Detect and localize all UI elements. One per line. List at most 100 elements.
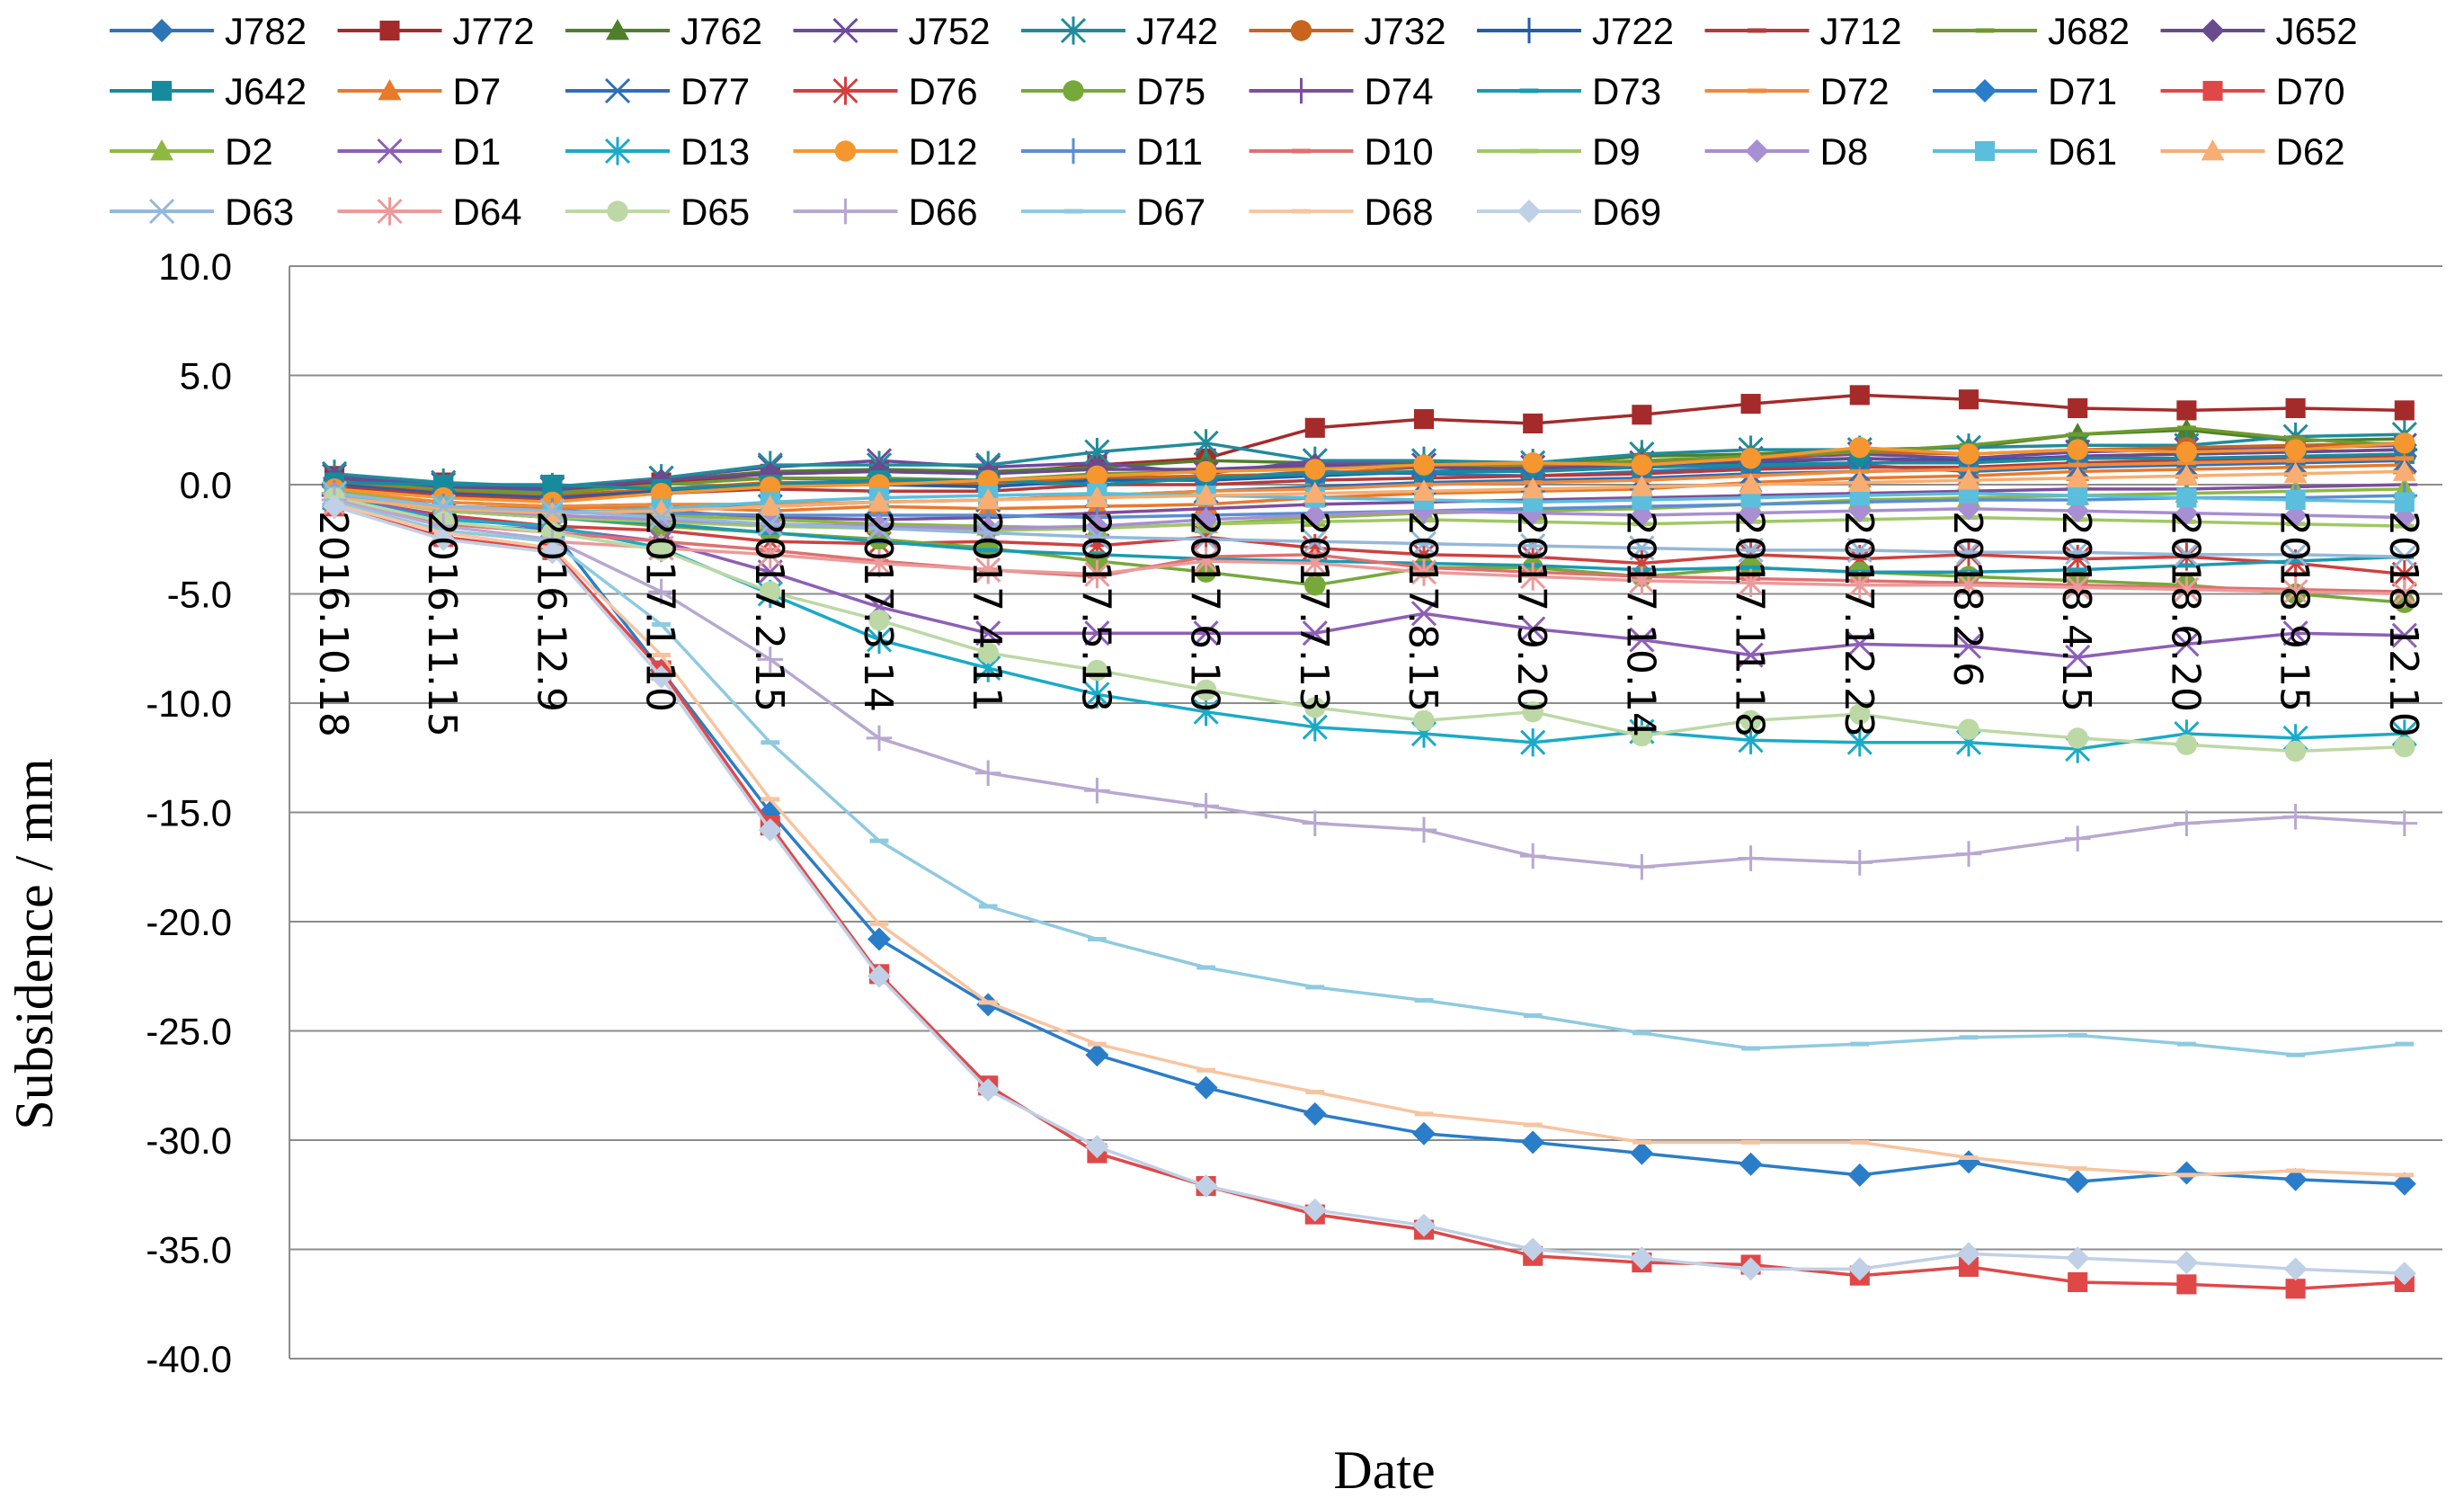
legend-item-j642[interactable]: J642 — [110, 70, 307, 112]
legend-item-d70[interactable]: D70 — [2160, 70, 2345, 112]
legend-label: J772 — [453, 10, 535, 52]
legend-marker — [606, 19, 629, 40]
data-point-j772 — [1413, 409, 1435, 430]
data-point-j772 — [2068, 397, 2088, 418]
legend-item-d13[interactable]: D13 — [565, 130, 750, 173]
data-point-d69 — [867, 964, 891, 988]
legend-marker — [1290, 20, 1312, 41]
legend-item-d61[interactable]: D61 — [1933, 130, 2117, 173]
data-point-d65 — [1522, 701, 1543, 723]
legend-item-d73[interactable]: D73 — [1477, 70, 1661, 112]
data-point-d66 — [1629, 853, 1655, 880]
data-point-d12 — [2284, 439, 2307, 460]
data-point-d63 — [866, 515, 893, 541]
data-point-d13 — [1846, 728, 1872, 757]
legend-item-d62[interactable]: D62 — [2160, 130, 2345, 173]
legend-label: J652 — [2276, 10, 2358, 52]
legend-item-d9[interactable]: D9 — [1477, 130, 1641, 173]
data-point-d70 — [2068, 1271, 2088, 1292]
data-point-d1 — [1193, 620, 1219, 646]
series-d1 — [321, 483, 2417, 671]
data-point-d69 — [976, 1078, 1001, 1102]
legend-item-d68[interactable]: D68 — [1249, 191, 1434, 233]
legend-item-d66[interactable]: D66 — [793, 191, 978, 233]
legend-item-d63[interactable]: D63 — [110, 191, 294, 233]
data-point-d61 — [2176, 487, 2197, 508]
legend-marker — [834, 140, 857, 162]
legend-item-d65[interactable]: D65 — [565, 191, 750, 233]
legend-item-d76[interactable]: D76 — [793, 70, 978, 112]
legend-item-d10[interactable]: D10 — [1249, 130, 1434, 173]
data-point-d1 — [1738, 642, 1764, 668]
legend-item-j752[interactable]: J752 — [793, 10, 991, 52]
legend-label: D67 — [1136, 191, 1205, 233]
legend-item-j722[interactable]: J722 — [1477, 10, 1674, 52]
legend-item-j742[interactable]: J742 — [1021, 10, 1218, 52]
data-point-d8 — [867, 514, 891, 539]
data-point-d63 — [1955, 539, 1982, 566]
legend-item-j782[interactable]: J782 — [110, 10, 307, 52]
data-point-d63 — [2174, 541, 2200, 567]
data-point-d12 — [1849, 436, 1871, 459]
legend-label: J782 — [225, 10, 307, 52]
data-point-d62 — [1194, 484, 1218, 505]
series-line-d8 — [334, 491, 2405, 531]
data-point-d64 — [2282, 577, 2308, 606]
legend-item-j652[interactable]: J652 — [2160, 10, 2358, 52]
series-group — [321, 385, 2418, 1299]
legend-label: D66 — [909, 191, 978, 233]
data-point-d66 — [974, 760, 1001, 787]
legend-item-d74[interactable]: D74 — [1249, 70, 1434, 112]
data-point-d62 — [2283, 461, 2308, 484]
legend-item-j772[interactable]: J772 — [337, 10, 535, 52]
legend-label: J642 — [225, 70, 307, 112]
legend-marker — [1288, 77, 1314, 104]
data-point-d69 — [2283, 1257, 2308, 1281]
legend-label: J752 — [909, 10, 991, 52]
y-axis-title: Subsidence / mm — [4, 758, 64, 1129]
data-point-d63 — [539, 498, 565, 524]
legend-label: J712 — [1820, 10, 1902, 52]
legend-label: D76 — [909, 70, 978, 112]
y-tick-label: 10.0 — [158, 245, 232, 288]
x-tick-label: 2017.11.18 — [1727, 511, 1773, 737]
legend-item-d75[interactable]: D75 — [1021, 70, 1205, 112]
legend-item-d72[interactable]: D72 — [1704, 70, 1890, 112]
legend-item-d2[interactable]: D2 — [110, 130, 273, 173]
legend-item-d11[interactable]: D11 — [1021, 130, 1203, 173]
data-point-d66 — [2174, 810, 2200, 836]
legend-item-d77[interactable]: D77 — [565, 70, 750, 112]
x-tick-label: 2018.4.15 — [2053, 511, 2099, 712]
data-point-d64 — [2174, 575, 2200, 604]
legend-item-d1[interactable]: D1 — [337, 130, 502, 173]
legend-item-d8[interactable]: D8 — [1704, 130, 1869, 173]
legend-item-d64[interactable]: D64 — [337, 191, 522, 233]
legend-item-j732[interactable]: J732 — [1249, 10, 1446, 52]
legend-marker — [2202, 80, 2223, 102]
legend-item-d71[interactable]: D71 — [1933, 70, 2117, 112]
legend-item-j762[interactable]: J762 — [565, 10, 762, 52]
data-point-d13 — [1520, 728, 1546, 757]
y-tick-label: -10.0 — [146, 682, 232, 725]
data-point-d66 — [1193, 792, 1219, 819]
series-line-j742 — [334, 432, 2405, 489]
legend-item-j682[interactable]: J682 — [1933, 10, 2130, 52]
legend-item-d69[interactable]: D69 — [1477, 191, 1661, 233]
legend-label: D2 — [225, 130, 273, 173]
legend-marker — [832, 198, 858, 225]
legend-label: D77 — [680, 70, 750, 112]
data-point-d12 — [1304, 459, 1326, 480]
legend-item-j712[interactable]: J712 — [1704, 10, 1902, 52]
data-point-d66 — [1846, 850, 1873, 876]
x-tick-label: 2016.10.18 — [310, 511, 356, 737]
data-point-d1 — [1846, 631, 1872, 657]
x-tick-label: 2018.9.15 — [2272, 511, 2317, 712]
series-line-d66 — [334, 498, 2405, 869]
series-line-d67 — [334, 500, 2405, 1057]
data-point-d8 — [1303, 504, 1327, 528]
legend-item-d67[interactable]: D67 — [1021, 191, 1205, 233]
legend-marker — [604, 77, 631, 104]
legend-item-d7[interactable]: D7 — [337, 70, 502, 112]
data-point-d70 — [1958, 1256, 1979, 1277]
legend-item-d12[interactable]: D12 — [793, 130, 978, 173]
